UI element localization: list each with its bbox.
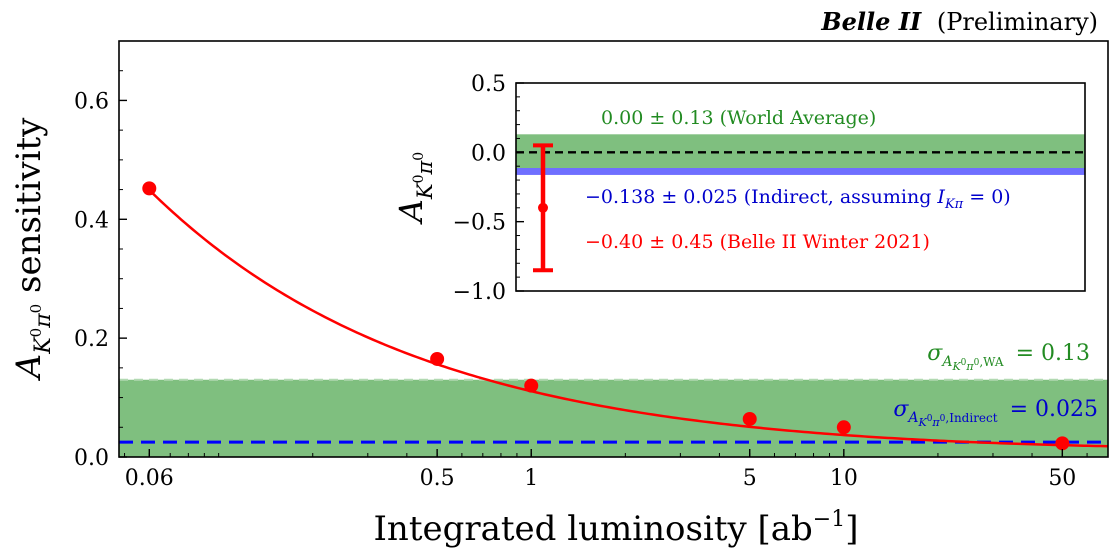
sigma-wa-annotation: σAK0π0,WA = 0.13: [927, 341, 1090, 373]
y-tick-label: 0.0: [74, 446, 109, 471]
world-average-band: [119, 378, 1108, 457]
x-axis-label-close: ]: [845, 509, 858, 549]
inset-frame: [515, 82, 1086, 292]
x-axis-ticks: 0.06 0.5 1 5 10 50: [124, 449, 1109, 491]
inset-label-world-average: 0.00 ± 0.13 (World Average): [601, 107, 876, 129]
x-tick-label: 10: [830, 466, 858, 491]
y-axis-label-sub-sup: 0: [27, 328, 45, 338]
inset-label-belle: −0.40 ± 0.45 (Belle II Winter 2021): [585, 231, 930, 253]
inset-band: [516, 168, 1085, 175]
main-plot: 0.06 0.5 1 5 10 50 0.0 0.2 0.4 0.6: [74, 40, 1109, 491]
fit-curve: [148, 189, 1109, 448]
y-axis-label-sub2-sup: 0: [27, 304, 45, 314]
inset-label-indirect: −0.138 ± 0.025 (Indirect, assuming IKπ =…: [585, 186, 1011, 212]
inset-measurement-point: [538, 202, 548, 213]
status-label: (Preliminary): [937, 8, 1098, 36]
inset-y-tick-label: 0.5: [471, 72, 506, 97]
inset-y-axis-label: AK0π0: [392, 152, 437, 225]
inset-label-indirect-sym: I: [936, 186, 945, 208]
data-points: [142, 181, 1070, 451]
inset-label-indirect-sub: Kπ: [944, 197, 964, 212]
header: Belle II (Preliminary): [820, 7, 1098, 36]
inset-y-tick-label: 0.0: [471, 141, 506, 166]
sigma-wa-value: = 0.13: [1016, 341, 1090, 366]
y-axis-label-sub2: π: [31, 313, 56, 329]
sigma-indirect-value: = 0.025: [1010, 397, 1098, 422]
data-point: [1055, 436, 1070, 451]
x-tick-label: 1: [524, 466, 538, 491]
fit-curve-line: [148, 189, 1109, 448]
y-tick-label: 0.6: [74, 89, 109, 114]
sigma-indirect-sub-tag: ,Indirect: [945, 411, 997, 425]
data-point: [742, 411, 757, 426]
inset-y-tick-label: −0.5: [453, 211, 506, 236]
inset-y-label-sub2: π: [413, 160, 437, 176]
sigma-wa-symbol: σ: [927, 341, 943, 366]
x-axis-label-sup: −1: [813, 507, 845, 532]
inset-y-label-symbol: A: [392, 199, 430, 225]
sigma-indirect-sub-a: A: [906, 410, 918, 426]
sigma-wa-sub-0b: 0: [974, 358, 980, 368]
sigma-indirect-annotation: σAK0π0,Indirect = 0.025: [893, 397, 1098, 429]
y-axis-label-sub: K: [31, 336, 56, 355]
inset-measurement: [533, 143, 553, 273]
sigma-wa-sub-k: K: [951, 360, 961, 373]
sigma-indirect-sub-k: K: [917, 416, 927, 429]
inset-label-indirect-text: −0.138 ± 0.025 (Indirect, assuming: [585, 186, 937, 208]
y-axis-label: AK0π0 sensitivity: [9, 117, 56, 381]
x-tick-label: 0.06: [125, 466, 174, 491]
sigma-wa-sub-a: A: [940, 354, 952, 370]
y-tick-label: 0.4: [74, 208, 109, 233]
data-point: [430, 351, 445, 366]
inset-y-tick-label: −1.0: [453, 280, 506, 305]
y-axis-label-rest: sensitivity: [9, 117, 49, 304]
sigma-indirect-symbol: σ: [893, 397, 909, 422]
experiment-name: Belle II: [820, 7, 922, 36]
inset-background: [516, 83, 1085, 291]
x-tick-label: 50: [1048, 466, 1076, 491]
x-axis-label: Integrated luminosity [ab−1]: [373, 507, 858, 549]
sigma-indirect-sub-0b: 0: [940, 414, 946, 424]
inset-bands: [516, 134, 1085, 175]
sigma-indirect-sub-pi: π: [931, 416, 940, 429]
sigma-wa-sub-pi: π: [965, 360, 974, 373]
x-tick-label: 0.5: [420, 466, 455, 491]
data-point: [524, 378, 539, 393]
band-fill: [119, 379, 1108, 457]
inset-plot: −1.0 −0.5 0.0 0.5: [453, 72, 1086, 305]
sigma-wa-sub-0a: 0: [961, 358, 967, 368]
inset-y-label-sub-sup: 0: [411, 175, 427, 184]
inset-y-label-sub: K: [413, 182, 437, 200]
inset-label-indirect-tail: = 0): [963, 186, 1011, 208]
y-tick-label: 0.2: [74, 327, 109, 352]
x-tick-label: 5: [743, 466, 757, 491]
inset-y-ticks: −1.0 −0.5 0.0 0.5: [453, 72, 524, 305]
x-axis-label-main: Integrated luminosity [ab: [373, 509, 812, 549]
data-point: [142, 181, 157, 196]
data-point: [836, 420, 851, 435]
sigma-wa-sub-tag: ,WA: [979, 355, 1004, 369]
y-axis-label-symbol: A: [9, 354, 49, 382]
y-axis-ticks: 0.0 0.2 0.4 0.6: [74, 40, 127, 471]
sigma-indirect-sub-0a: 0: [927, 414, 933, 424]
inset-y-label-sub2-sup: 0: [411, 152, 427, 161]
